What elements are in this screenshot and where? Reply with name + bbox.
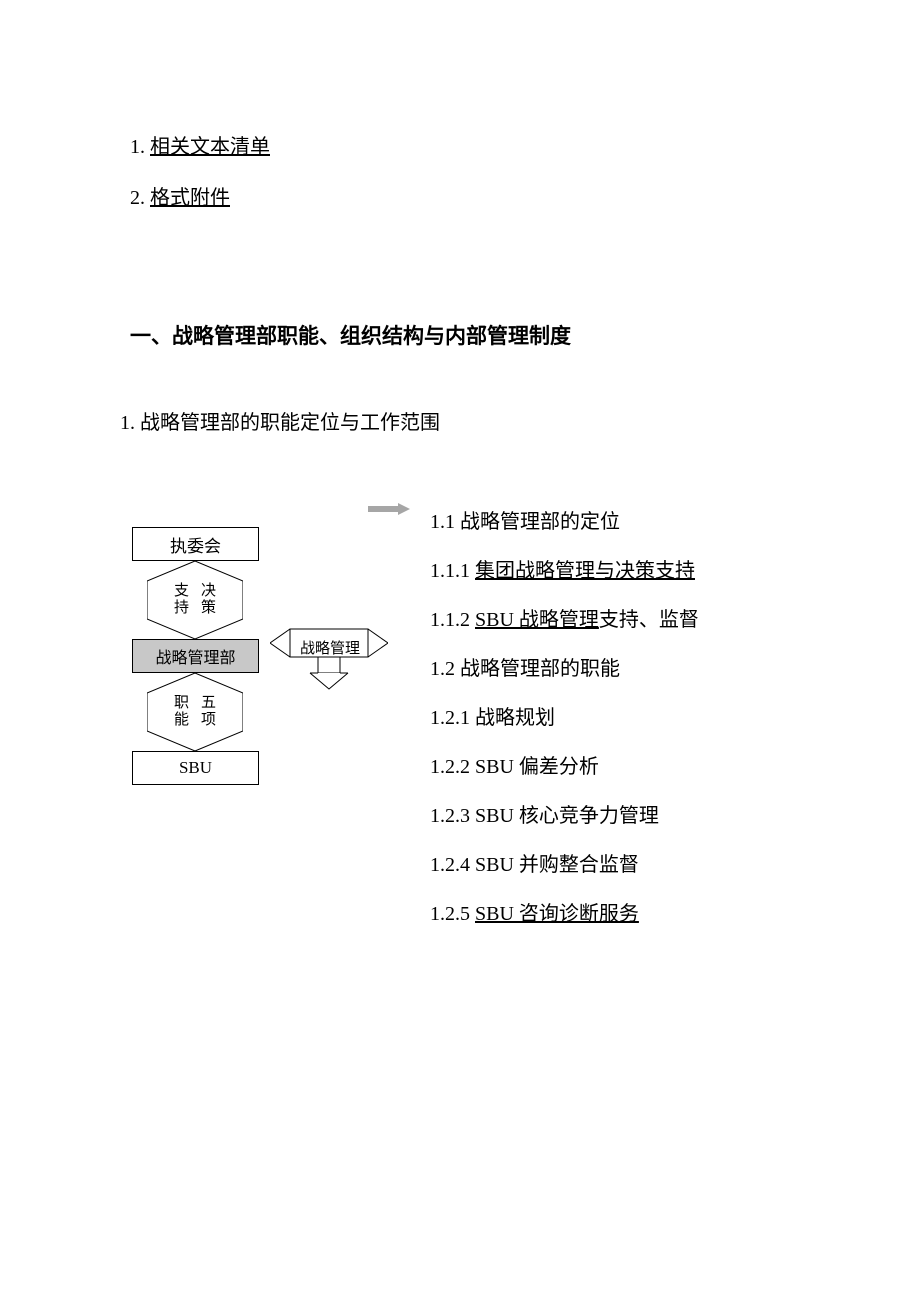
outline-item: 1.1 战略管理部的定位 — [430, 505, 699, 534]
item-number: 1. — [130, 136, 145, 158]
top-list-item: 1. 相关文本清单 — [130, 130, 830, 159]
item-num: 1.2.3 — [430, 805, 470, 827]
box-exec: 执委会 — [132, 527, 259, 561]
item-number: 2. — [130, 187, 145, 209]
item-num: 1.1 — [430, 511, 455, 533]
box-sbu: SBU — [132, 751, 259, 785]
section-heading: 一、战略管理部职能、组织结构与内部管理制度 — [130, 320, 830, 350]
item-num: 1.2.2 — [430, 756, 470, 778]
char: 支 — [174, 583, 189, 600]
item-text: 战略规划 — [470, 707, 555, 729]
box-label: 战略管理部 — [155, 644, 235, 668]
box-label: 执委会 — [170, 532, 221, 557]
hex-lower-labels: 职能 五项 — [155, 695, 235, 728]
item-text: 战略管理部的定位 — [455, 511, 620, 533]
char: 决 — [201, 583, 216, 600]
item-num: 1.2.5 — [430, 903, 470, 925]
top-list: 1. 相关文本清单 2. 格式附件 — [130, 130, 830, 210]
side-arrow-label: 战略管理 — [296, 637, 364, 658]
char: 策 — [201, 600, 216, 617]
item-num: 1.2 — [430, 658, 455, 680]
item-text: SBU 核心竞争力管理 — [470, 805, 659, 827]
item-underline: SBU 咨询诊断服务 — [475, 903, 639, 925]
item-underline: SBU 战略管理 — [475, 609, 599, 631]
item-num: 1.2.4 — [430, 854, 470, 876]
item-num: 1.1.2 — [430, 609, 470, 631]
outline-item: 1.2.4 SBU 并购整合监督 — [430, 848, 699, 877]
char: 持 — [174, 600, 189, 617]
item-num: 1.2.1 — [430, 707, 470, 729]
hex-upper-labels: 支持 决策 — [155, 583, 235, 616]
hex-label-right: 五项 — [201, 695, 216, 728]
hex-label-left: 支持 — [174, 583, 189, 616]
outline-item: 1.2.5 SBU 咨询诊断服务 — [430, 897, 699, 926]
org-diagram: 执委会 支持 决策 战略管理部 — [120, 511, 390, 811]
item-num: 1.1.1 — [430, 560, 470, 582]
outline-item: 1.2.2 SBU 偏差分析 — [430, 750, 699, 779]
box-label: SBU — [179, 758, 212, 778]
top-list-item: 2. 格式附件 — [130, 181, 830, 210]
outline-item: 1.2.3 SBU 核心竞争力管理 — [430, 799, 699, 828]
item-text: 战略管理部的职能 — [455, 658, 620, 680]
char: 五 — [201, 695, 216, 712]
item-text: 支持、监督 — [599, 609, 699, 631]
content-row: 执委会 支持 决策 战略管理部 — [130, 511, 830, 946]
sub-heading: 1. 战略管理部的职能定位与工作范围 — [120, 406, 830, 435]
item-text: 格式附件 — [150, 187, 230, 209]
hex-label-right: 决策 — [201, 583, 216, 616]
outline-item: 1.2.1 战略规划 — [430, 701, 699, 730]
outline-item: 1.2 战略管理部的职能 — [430, 652, 699, 681]
document-page: 1. 相关文本清单 2. 格式附件 一、战略管理部职能、组织结构与内部管理制度 … — [130, 130, 830, 946]
hex-label-left: 职能 — [174, 695, 189, 728]
outline-list: 1.1 战略管理部的定位 1.1.1 集团战略管理与决策支持 1.1.2 SBU… — [430, 505, 699, 946]
item-underline: 集团战略管理与决策支持 — [475, 560, 695, 582]
item-text: 相关文本清单 — [150, 136, 270, 158]
outline-item: 1.1.1 集团战略管理与决策支持 — [430, 554, 699, 583]
outline-item: 1.1.2 SBU 战略管理支持、监督 — [430, 603, 699, 632]
char: 能 — [174, 712, 189, 729]
box-dept: 战略管理部 — [132, 639, 259, 673]
item-text: SBU 并购整合监督 — [470, 854, 639, 876]
char: 职 — [174, 695, 189, 712]
pointer-arrow-icon — [368, 503, 410, 515]
char: 项 — [201, 712, 216, 729]
item-text: SBU 偏差分析 — [470, 756, 599, 778]
